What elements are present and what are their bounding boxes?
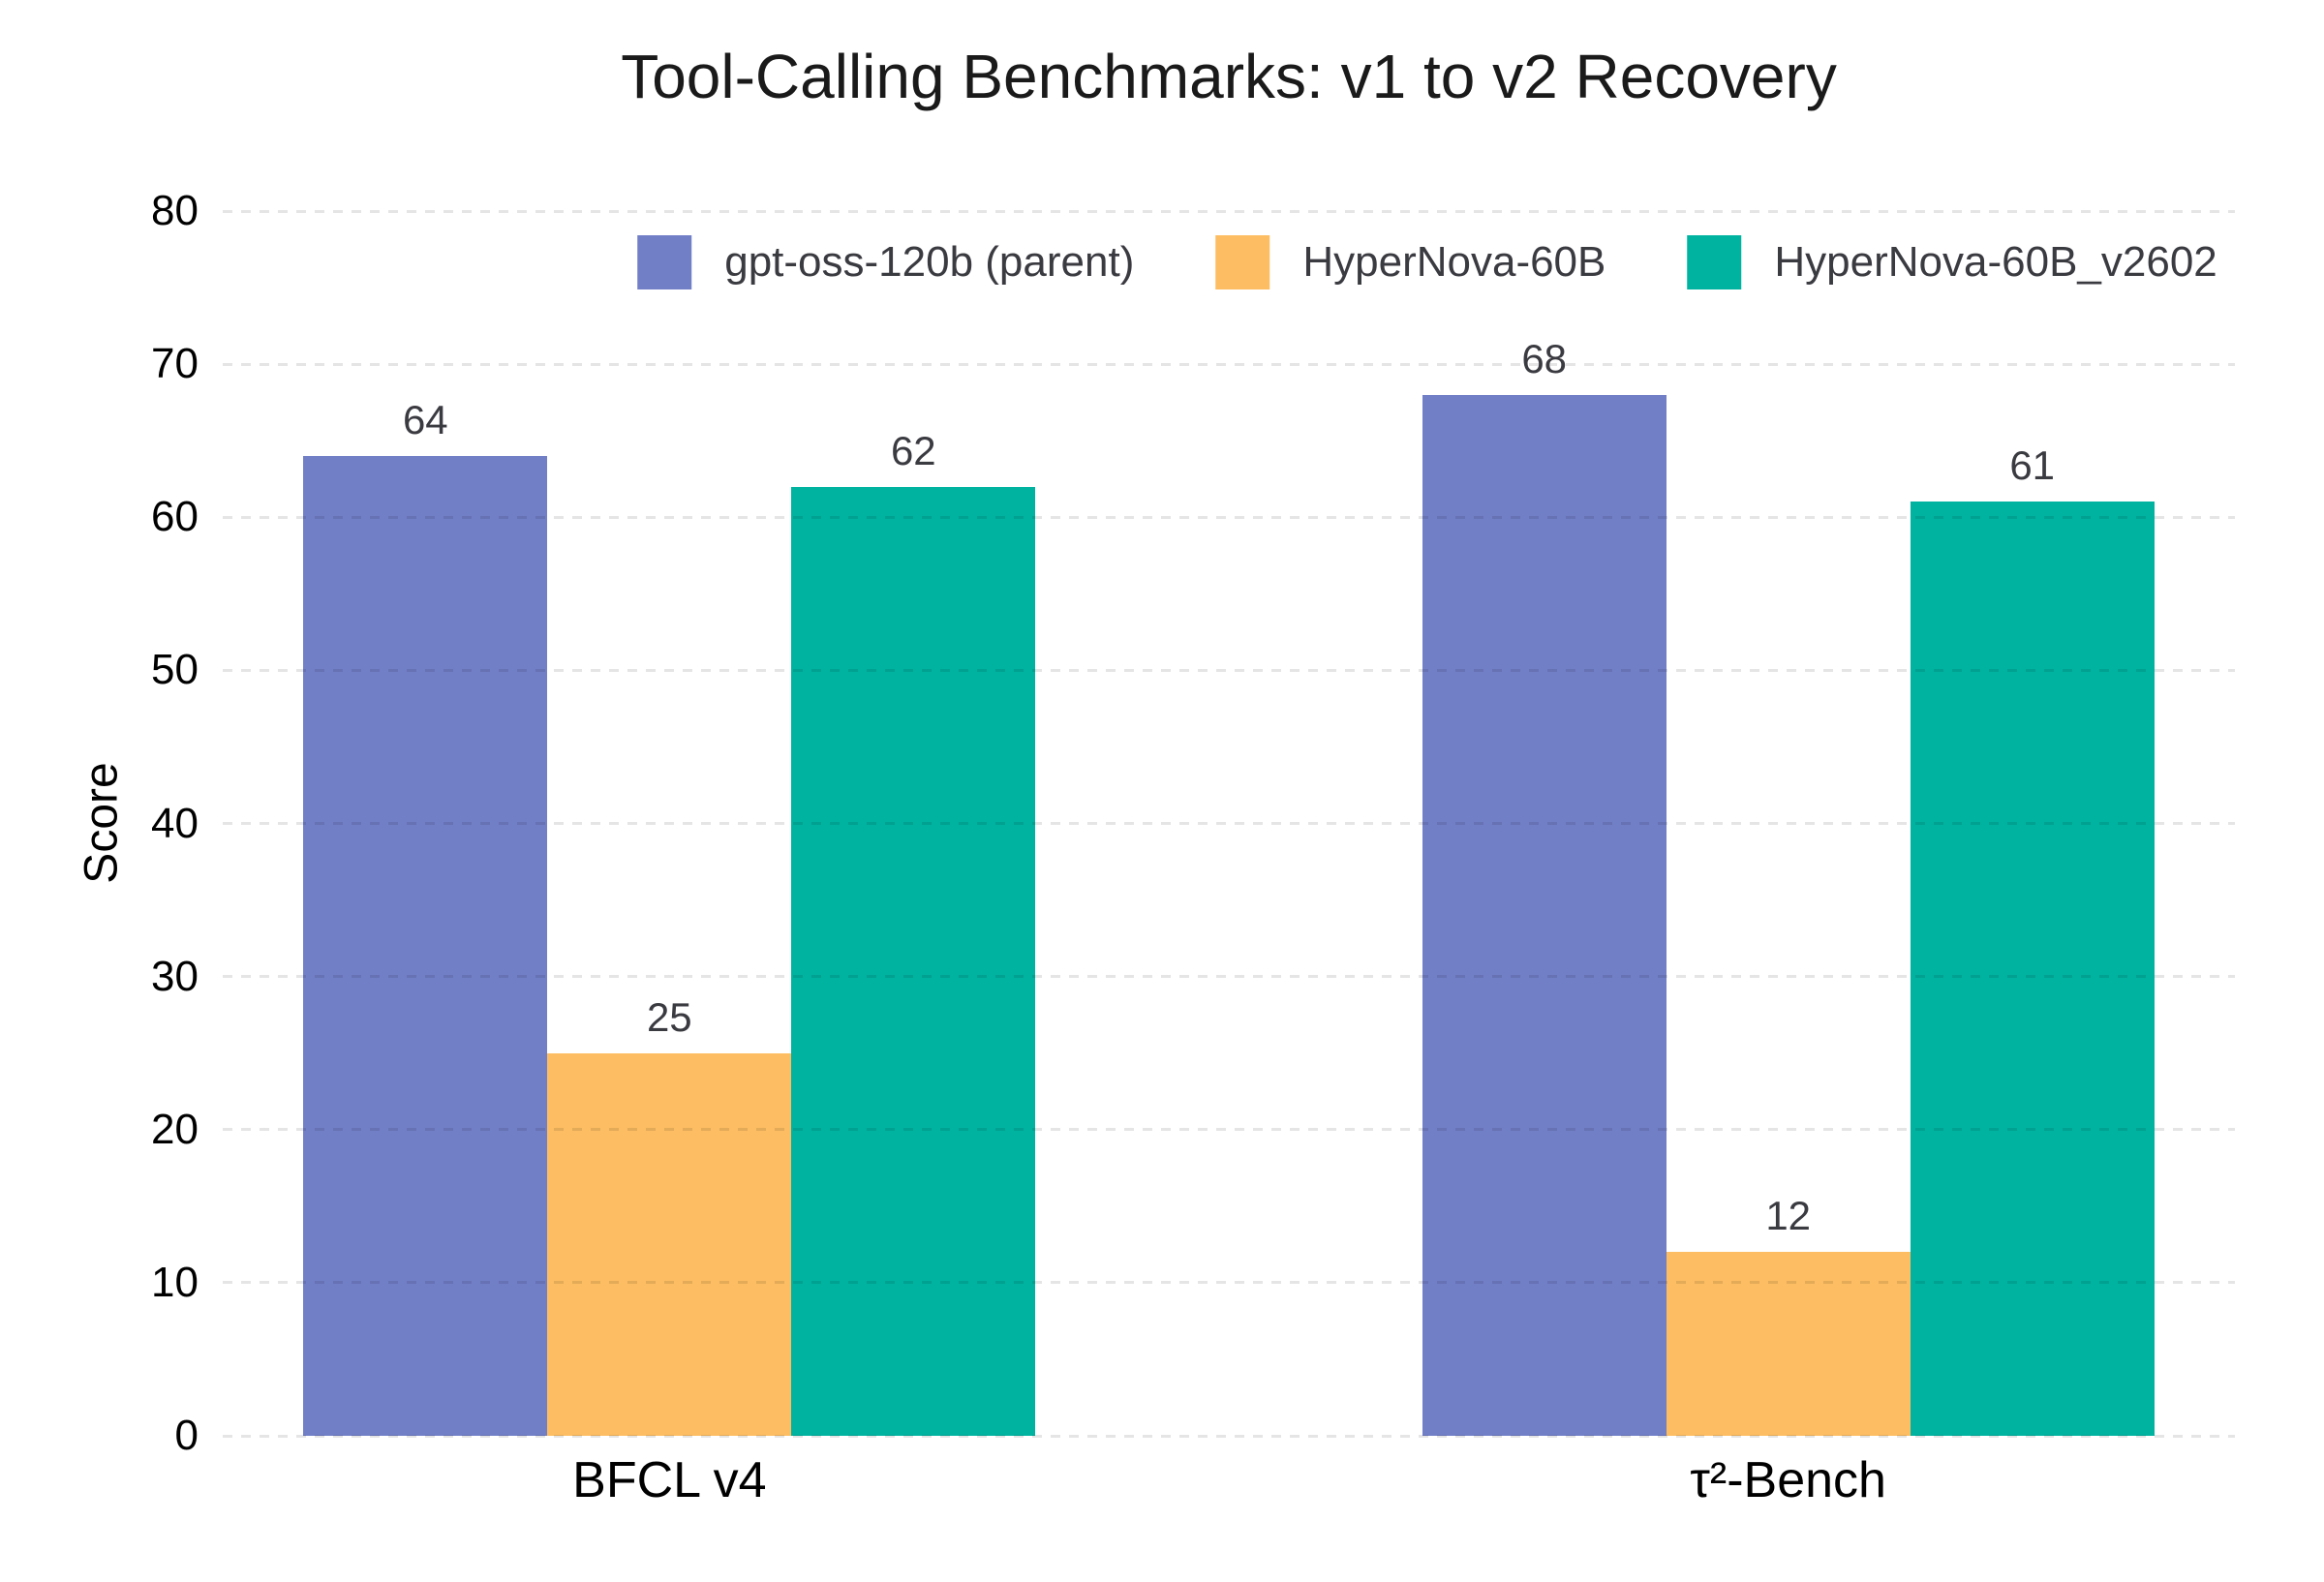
bar-value-label: 62	[890, 427, 936, 473]
gridline	[223, 209, 2235, 213]
y-tick-label: 50	[151, 646, 199, 694]
gridline	[223, 822, 2235, 825]
gridline	[223, 362, 2235, 366]
bar	[1422, 394, 1667, 1436]
gridline	[223, 668, 2235, 672]
legend-label: HyperNova-60B	[1302, 238, 1606, 286]
gridline	[223, 975, 2235, 979]
gridline	[223, 1281, 2235, 1285]
y-tick-label: 30	[151, 952, 199, 1000]
y-tick-label: 80	[151, 187, 199, 234]
bar	[547, 1052, 792, 1436]
bar-value-label: 61	[2009, 442, 2056, 489]
y-tick-label: 20	[151, 1105, 199, 1153]
plot-area	[223, 209, 2235, 1438]
legend-swatch	[637, 235, 692, 289]
gridline	[223, 515, 2235, 519]
bar	[791, 486, 1036, 1436]
legend: gpt-oss-120b (parent) HyperNova-60B HyperN…	[637, 235, 2217, 289]
x-category-label: τ²-Bench	[1690, 1452, 1886, 1508]
y-tick-label: 40	[151, 799, 199, 847]
y-tick-label: 60	[151, 493, 199, 541]
bar-value-label: 25	[646, 993, 692, 1040]
legend-swatch	[1215, 235, 1270, 289]
y-tick-label: 10	[151, 1258, 199, 1306]
gridline	[223, 1434, 2235, 1438]
bar-value-label: 68	[1521, 335, 1568, 381]
gridline	[223, 1128, 2235, 1132]
legend-item: HyperNova-60B_v2602	[1687, 235, 2217, 289]
y-tick-label: 0	[174, 1412, 199, 1459]
legend-swatch	[1687, 235, 1742, 289]
bar	[1666, 1252, 1911, 1436]
bar-value-label: 12	[1765, 1193, 1812, 1239]
legend-label: gpt-oss-120b (parent)	[724, 238, 1135, 286]
legend-item: gpt-oss-120b (parent)	[637, 235, 1134, 289]
x-category-label: BFCL v4	[572, 1452, 767, 1508]
legend-item: HyperNova-60B	[1215, 235, 1605, 289]
bar	[303, 456, 548, 1436]
y-tick-label: 70	[151, 340, 199, 388]
legend-label: HyperNova-60B_v2602	[1774, 238, 2217, 286]
bar-value-label: 64	[402, 397, 448, 442]
chart-title: Tool-Calling Benchmarks: v1 to v2 Recove…	[621, 42, 1837, 111]
bar	[1910, 502, 2155, 1436]
